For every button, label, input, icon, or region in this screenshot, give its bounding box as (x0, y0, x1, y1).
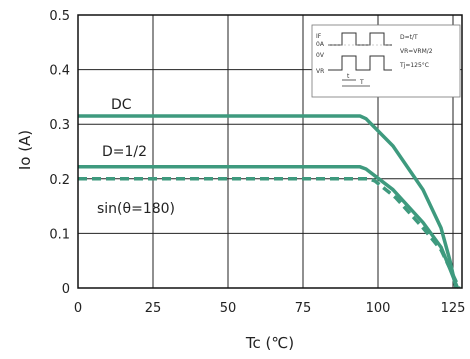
y-axis-title: Io (A) (16, 130, 34, 170)
waveform-inset: IF 0A 0V VR t T D=t/T VR=VRM/2 Tj=125°C (311, 24, 461, 98)
inset-row-label-0a: 0A (316, 41, 325, 48)
y-tick-label: 0 (62, 282, 70, 297)
inset-tj-label: Tj=125°C (399, 62, 429, 69)
series-line-0 (78, 114, 458, 289)
series-line-1 (78, 165, 460, 289)
y-tick-labels: 0 0.1 0.2 0.3 0.4 0.5 (49, 9, 70, 297)
x-tick-label: 25 (145, 301, 162, 316)
y-tick-label: 0.3 (49, 118, 70, 133)
inset-row-label-if: IF (316, 33, 322, 40)
x-tick-label: 75 (295, 301, 312, 316)
y-tick-label: 0.5 (49, 9, 70, 24)
y-tick-label: 0.4 (49, 64, 70, 79)
inset-duty-label: D=t/T (400, 34, 418, 41)
inset-row-label-0v: 0V (316, 52, 325, 59)
y-tick-label: 0.2 (49, 173, 70, 188)
series-label-sin: sin(θ=180) (97, 201, 175, 217)
inset-row-label-vr: VR (316, 68, 324, 75)
inset-period-label: T (359, 79, 364, 86)
series-line-2 (78, 177, 461, 289)
plot-frame (77, 14, 463, 289)
x-tick-label: 50 (220, 301, 237, 316)
inset-vr-label: VR=VRM/2 (400, 48, 433, 55)
x-tick-labels: 0 25 50 75 100 125 (74, 301, 466, 316)
series-lines (78, 114, 461, 289)
inset-current-waveform (328, 32, 392, 46)
x-axis-title: Tc (℃) (245, 334, 294, 352)
series-label-dc: DC (111, 97, 132, 113)
inset-t-label: t (347, 73, 350, 80)
x-tick-label: 0 (74, 301, 82, 316)
x-tick-label: 125 (441, 301, 466, 316)
inset-voltage-waveform (328, 55, 392, 71)
x-tick-label: 100 (366, 301, 391, 316)
y-tick-label: 0.1 (49, 227, 70, 242)
series-label-d-half: D=1/2 (102, 144, 147, 160)
